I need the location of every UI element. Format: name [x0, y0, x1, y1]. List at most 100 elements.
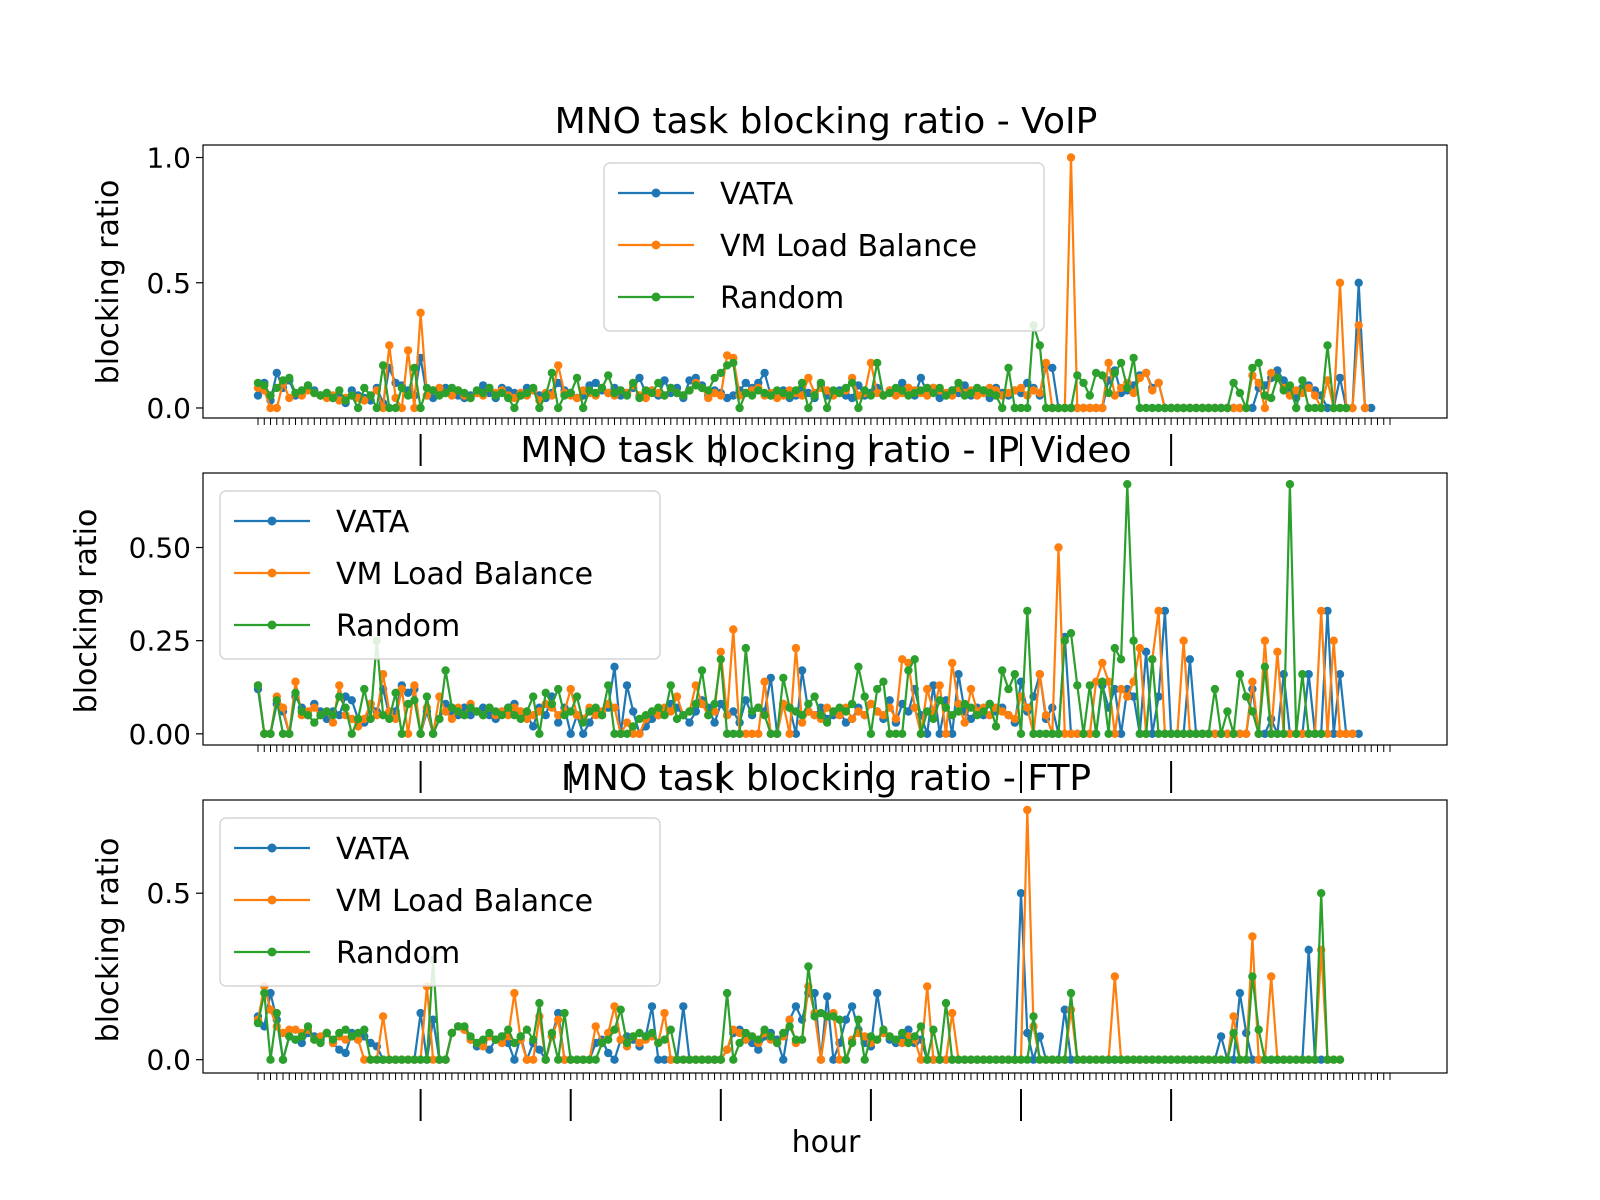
data-point	[641, 393, 650, 403]
data-point	[597, 383, 607, 393]
data-point	[679, 711, 688, 720]
data-point	[360, 684, 369, 694]
data-point	[278, 1028, 288, 1038]
data-point	[1073, 403, 1082, 413]
data-point	[754, 386, 763, 395]
data-point	[604, 371, 613, 380]
legend-label: VATA	[336, 505, 410, 540]
data-point	[278, 1055, 288, 1064]
data-point	[1054, 1055, 1063, 1064]
data-point	[410, 403, 419, 413]
data-point	[666, 1055, 675, 1064]
data-point	[735, 1028, 744, 1038]
data-point	[960, 391, 969, 400]
data-point	[1179, 636, 1188, 645]
data-point	[1016, 1055, 1026, 1064]
data-point	[866, 729, 876, 738]
data-point	[810, 391, 819, 400]
data-point	[1116, 684, 1126, 694]
data-point	[1223, 729, 1232, 738]
data-point	[428, 1015, 438, 1024]
data-point	[935, 696, 944, 705]
data-point	[1185, 403, 1195, 413]
data-point	[1110, 368, 1120, 378]
data-point	[341, 1025, 350, 1034]
data-point	[572, 692, 582, 701]
data-point	[478, 1042, 488, 1051]
data-point	[1198, 403, 1207, 413]
data-point	[948, 1008, 957, 1018]
legend-label: VM Load Balance	[336, 884, 593, 919]
data-point	[1085, 1055, 1095, 1064]
data-point	[1179, 729, 1188, 738]
data-point	[466, 703, 475, 712]
data-point	[385, 341, 394, 350]
data-point	[366, 391, 375, 400]
data-point	[1216, 1032, 1226, 1041]
data-point	[1004, 684, 1013, 694]
data-point	[322, 1028, 331, 1038]
data-point	[1010, 670, 1019, 679]
data-point	[353, 1035, 363, 1044]
legend-marker	[267, 895, 277, 905]
data-point	[1323, 376, 1332, 385]
data-point	[554, 1055, 563, 1064]
data-point	[822, 992, 832, 1001]
data-point	[460, 711, 469, 720]
data-point	[1248, 677, 1257, 686]
data-point	[860, 1055, 869, 1064]
data-point	[1054, 403, 1063, 413]
data-point	[1016, 403, 1026, 413]
data-point	[979, 707, 988, 716]
data-point	[291, 388, 300, 398]
data-point	[297, 1032, 306, 1041]
data-point	[604, 388, 613, 398]
data-point	[797, 711, 807, 720]
data-point	[641, 1032, 650, 1041]
data-point	[629, 722, 638, 731]
data-point	[1216, 729, 1226, 738]
data-point	[1323, 341, 1332, 350]
data-point	[1216, 1055, 1226, 1064]
data-point	[504, 1038, 513, 1048]
data-point	[441, 707, 450, 716]
data-point	[1041, 1055, 1051, 1064]
data-point	[385, 1055, 394, 1064]
data-point	[679, 1002, 688, 1011]
data-point	[291, 1035, 300, 1044]
data-point	[1154, 1055, 1163, 1064]
data-point	[1129, 692, 1138, 701]
data-point	[510, 403, 519, 413]
data-point	[654, 378, 663, 388]
data-point	[1135, 1055, 1145, 1064]
data-point	[629, 707, 638, 716]
data-point	[1210, 684, 1220, 694]
data-point	[816, 378, 826, 388]
data-point	[741, 1028, 750, 1038]
data-point	[285, 393, 294, 403]
data-point	[1035, 729, 1045, 738]
data-point	[610, 1025, 619, 1034]
data-point	[397, 403, 406, 413]
data-point	[297, 707, 306, 716]
data-point	[835, 703, 844, 712]
data-point	[397, 684, 406, 694]
data-point	[1173, 729, 1182, 738]
data-point	[654, 1038, 663, 1048]
data-point	[1335, 373, 1345, 383]
data-point	[948, 1055, 957, 1064]
data-point	[1073, 1055, 1082, 1064]
data-point	[335, 692, 344, 701]
data-point	[710, 373, 719, 383]
data-point	[1073, 371, 1082, 380]
data-point	[497, 711, 507, 720]
data-point	[766, 729, 775, 738]
data-point	[1191, 1055, 1201, 1064]
legend-marker	[267, 947, 277, 957]
data-point	[522, 1025, 532, 1034]
data-point	[428, 386, 438, 395]
data-point	[416, 729, 425, 738]
data-point	[272, 403, 281, 413]
y-tick-label: 0.0	[146, 392, 191, 425]
data-point	[847, 1038, 857, 1048]
